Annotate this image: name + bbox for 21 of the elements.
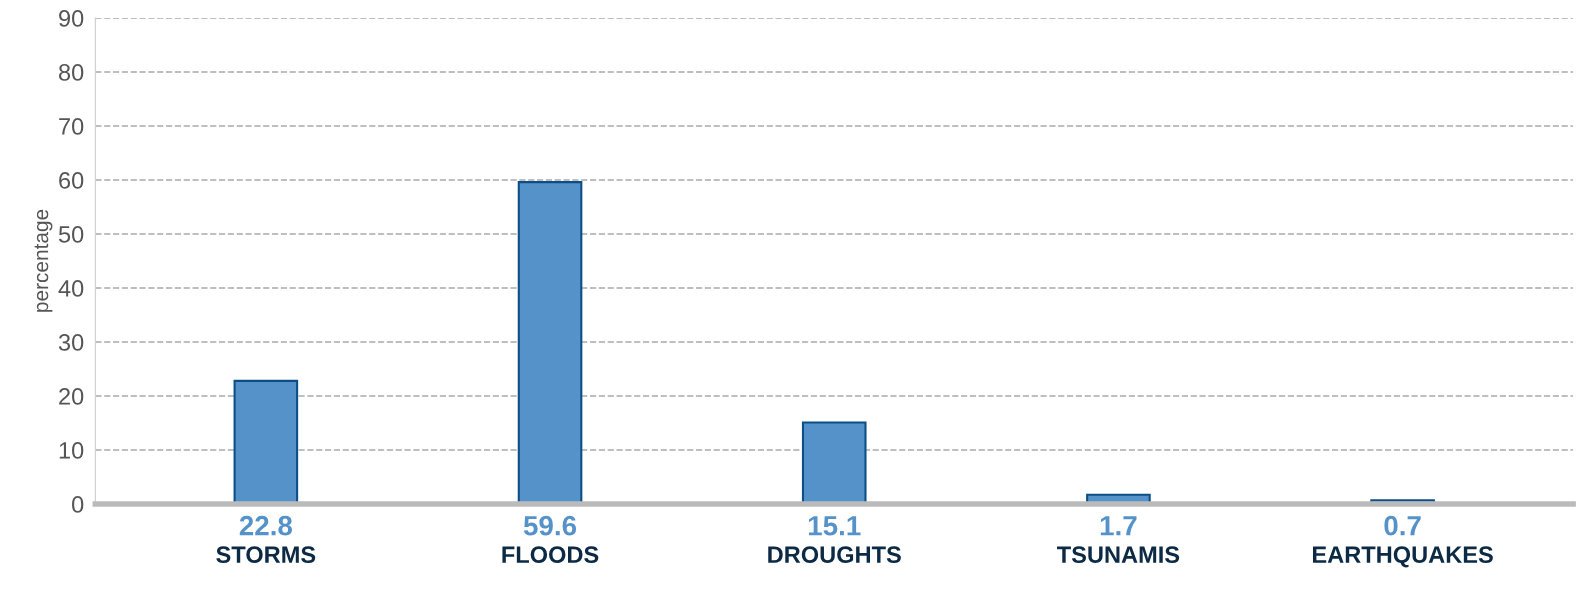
data-label: 59.6 (523, 515, 577, 536)
x-tick-label: FLOODS (502, 546, 599, 564)
y-tick-label: 10 (59, 442, 84, 459)
data-label: 1.7 (1100, 516, 1137, 536)
y-tick-label: 50 (58, 226, 84, 243)
y-tick-label: 60 (59, 172, 84, 189)
data-label: 0.7 (1384, 515, 1421, 536)
x-tick-label: STORMS (216, 546, 316, 564)
x-tick-label: DROUGHTS (768, 546, 901, 564)
y-tick-label: 70 (59, 118, 84, 135)
x-tick-label: TSUNAMIS (1057, 546, 1180, 564)
y-tick-label: 0 (72, 496, 84, 513)
data-label: 15.1 (808, 516, 861, 536)
y-tick-label: 80 (58, 64, 84, 81)
y-tick-label: 40 (58, 280, 84, 297)
y-tick-label: 20 (59, 388, 84, 405)
y-tick-label: 90 (59, 10, 84, 27)
y-axis-title: percentage (34, 209, 53, 312)
x-tick-label: EARTHQUAKES (1313, 546, 1493, 568)
data-label: 22.8 (239, 515, 293, 536)
y-tick-label: 30 (58, 334, 84, 351)
